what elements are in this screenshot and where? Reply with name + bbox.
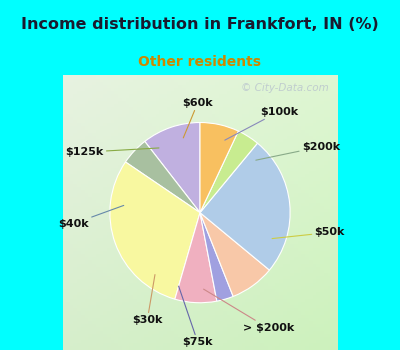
Wedge shape [126,141,200,212]
Text: $75k: $75k [179,286,213,347]
Text: $100k: $100k [225,106,298,140]
Text: > $200k: > $200k [204,289,294,333]
Wedge shape [200,212,233,301]
Text: $50k: $50k [272,228,345,239]
Text: Other residents: Other residents [138,55,262,69]
Wedge shape [200,122,238,212]
Wedge shape [145,122,200,212]
Text: $30k: $30k [132,275,162,326]
Wedge shape [200,143,290,270]
Text: $60k: $60k [182,98,213,138]
Text: $125k: $125k [66,147,159,157]
Wedge shape [175,212,217,303]
Wedge shape [110,162,200,299]
Text: $200k: $200k [256,142,340,160]
Wedge shape [200,131,258,212]
Wedge shape [200,212,270,296]
Text: © City-Data.com: © City-Data.com [241,84,329,93]
Text: $40k: $40k [58,205,124,229]
Text: Income distribution in Frankfort, IN (%): Income distribution in Frankfort, IN (%) [21,16,379,32]
